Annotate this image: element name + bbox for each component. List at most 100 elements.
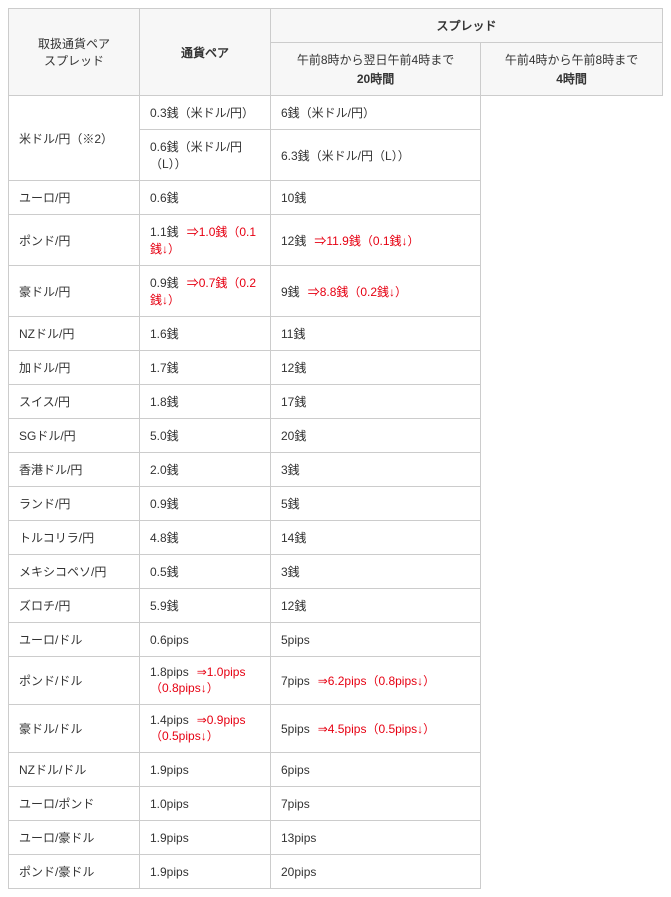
pair-cell: 米ドル/円（※2） <box>9 96 140 181</box>
spread-value: 5.0銭 <box>150 429 179 443</box>
pair-cell: スイス/円 <box>9 385 140 419</box>
table-row: ポンド/円1.1銭⇒1.0銭（0.1銭↓）12銭⇒11.9銭（0.1銭↓） <box>9 215 663 266</box>
table-row: ポンド/ドル1.8pips⇒1.0pips（0.8pips↓）7pips⇒6.2… <box>9 657 663 705</box>
spread-value: 0.6銭 <box>150 191 179 205</box>
pair-cell: ユーロ/豪ドル <box>9 821 140 855</box>
spread-value: 1.8pips <box>150 665 189 679</box>
table-row: 豪ドル/円0.9銭⇒0.7銭（0.2銭↓）9銭⇒8.8銭（0.2銭↓） <box>9 266 663 317</box>
spread-cell: 1.7銭 <box>140 351 271 385</box>
spread-value: 7pips <box>281 674 310 688</box>
spread-value: 3銭 <box>281 463 300 477</box>
spread-value: 12銭 <box>281 234 306 248</box>
pair-cell: 加ドル/円 <box>9 351 140 385</box>
table-body: 米ドル/円（※2）0.3銭（米ドル/円） 6銭（米ドル/円） 0.6銭（米ドル/円（… <box>9 96 663 889</box>
table-row: ユーロ/円0.6銭10銭 <box>9 181 663 215</box>
pair-cell: ランド/円 <box>9 487 140 521</box>
spread-cell: 0.9銭 <box>140 487 271 521</box>
spread-cell: 0.6銭（米ドル/円（L）） <box>140 130 271 181</box>
spread-value: 12銭 <box>281 599 306 613</box>
spread-value: 14銭 <box>281 531 306 545</box>
header-col2: 午前4時から午前8時まで 4時間 <box>481 43 663 96</box>
spread-value: 0.5銭 <box>150 565 179 579</box>
spread-value: 1.8銭 <box>150 395 179 409</box>
spread-cell: 0.3銭（米ドル/円） <box>140 96 271 130</box>
table-row: スイス/円 1.8銭 17銭 <box>9 385 663 419</box>
spread-value: 4.8銭 <box>150 531 179 545</box>
spread-value: 6pips <box>281 763 310 777</box>
spread-value: 6銭（米ドル/円） <box>281 106 375 120</box>
spread-value: 20銭 <box>281 429 306 443</box>
pair-cell: ユーロ/ドル <box>9 623 140 657</box>
table-row: 香港ドル/円2.0銭 3銭 <box>9 453 663 487</box>
spread-cell: 9銭 ⇒8.8銭（0.2銭↓） <box>271 266 481 317</box>
spread-value: 10銭 <box>281 191 306 205</box>
spread-cell: 12銭 <box>271 351 481 385</box>
spread-cell: 5銭 <box>271 487 481 521</box>
spread-value: 12銭 <box>281 361 306 375</box>
pair-cell: ユーロ/ポンド <box>9 787 140 821</box>
table-row: ズロチ/円5.9銭12銭 <box>9 589 663 623</box>
table-row: ポンド/豪ドル1.9pips 20pips <box>9 855 663 889</box>
spread-cell: 6pips <box>271 753 481 787</box>
header-col2-line1: 午前4時から午前8時まで <box>505 53 638 67</box>
spread-cell: 1.8銭 <box>140 385 271 419</box>
header-spread: スプレッド <box>271 9 663 43</box>
spread-cell: 6銭（米ドル/円） <box>271 96 481 130</box>
spread-value: 13pips <box>281 831 316 845</box>
spread-cell: 12銭⇒11.9銭（0.1銭↓） <box>271 215 481 266</box>
spread-cell: 13pips <box>271 821 481 855</box>
spread-cell: 11銭 <box>271 317 481 351</box>
spread-cell: 2.0銭 <box>140 453 271 487</box>
spread-change: ⇒8.8銭（0.2銭↓） <box>308 285 407 299</box>
spread-cell: 1.9pips <box>140 855 271 889</box>
spread-value: 6.3銭（米ドル/円（L）） <box>281 149 410 163</box>
pair-cell: 香港ドル/円 <box>9 453 140 487</box>
spread-cell: 10銭 <box>271 181 481 215</box>
spread-value: 7pips <box>281 797 310 811</box>
header-col1-line1: 午前8時から翌日午前4時まで <box>297 53 454 67</box>
spread-value: 9銭 <box>281 285 300 299</box>
pair-cell: 豪ドル/ドル <box>9 705 140 753</box>
spread-value: 20pips <box>281 865 316 879</box>
spread-value: 5.9銭 <box>150 599 179 613</box>
spread-cell: 5pips <box>271 623 481 657</box>
table-row: 米ドル/円（※2）0.3銭（米ドル/円）6銭（米ドル/円） <box>9 96 663 130</box>
spread-value: 1.9pips <box>150 831 189 845</box>
pair-cell: メキシコペソ/円 <box>9 555 140 589</box>
spread-value: 1.7銭 <box>150 361 179 375</box>
spread-value: 1.4pips <box>150 713 189 727</box>
spread-cell: 1.0pips <box>140 787 271 821</box>
table-row: ユーロ/ポンド 1.0pips 7pips <box>9 787 663 821</box>
spread-value: 17銭 <box>281 395 306 409</box>
spread-cell: 1.4pips⇒0.9pips（0.5pips↓） <box>140 705 271 753</box>
side-header: 取扱通貨ペア スプレッド <box>9 9 140 96</box>
spread-table: 取扱通貨ペア スプレッド 通貨ペア スプレッド 午前8時から翌日午前4時まで 2… <box>8 8 663 889</box>
pair-cell: SGドル/円 <box>9 419 140 453</box>
spread-cell: 3銭 <box>271 453 481 487</box>
table-row: 加ドル/円 1.7銭 12銭 <box>9 351 663 385</box>
spread-cell: 17銭 <box>271 385 481 419</box>
pair-cell: ポンド/円 <box>9 215 140 266</box>
table-row: メキシコペソ/円 0.5銭 3銭 <box>9 555 663 589</box>
spread-value: 5銭 <box>281 497 300 511</box>
pair-cell: NZドル/ドル <box>9 753 140 787</box>
spread-cell: 3銭 <box>271 555 481 589</box>
spread-cell: 0.5銭 <box>140 555 271 589</box>
spread-value: 1.0pips <box>150 797 189 811</box>
table-row: ユーロ/ドル 0.6pips 5pips <box>9 623 663 657</box>
pair-cell: ポンド/豪ドル <box>9 855 140 889</box>
spread-value: 5pips <box>281 633 310 647</box>
spread-cell: 12銭 <box>271 589 481 623</box>
spread-cell: 20銭 <box>271 419 481 453</box>
spread-value: 1.9pips <box>150 763 189 777</box>
spread-cell: 1.9pips <box>140 753 271 787</box>
spread-value: 1.1銭 <box>150 225 179 239</box>
spread-value: 1.6銭 <box>150 327 179 341</box>
spread-cell: 4.8銭 <box>140 521 271 555</box>
spread-value: 0.6pips <box>150 633 189 647</box>
side-header-line2: スプレッド <box>44 54 104 68</box>
spread-cell: 1.9pips <box>140 821 271 855</box>
spread-cell: 5.9銭 <box>140 589 271 623</box>
spread-value: 11銭 <box>281 327 305 341</box>
table-row: 豪ドル/ドル1.4pips⇒0.9pips（0.5pips↓）5pips⇒4.5… <box>9 705 663 753</box>
